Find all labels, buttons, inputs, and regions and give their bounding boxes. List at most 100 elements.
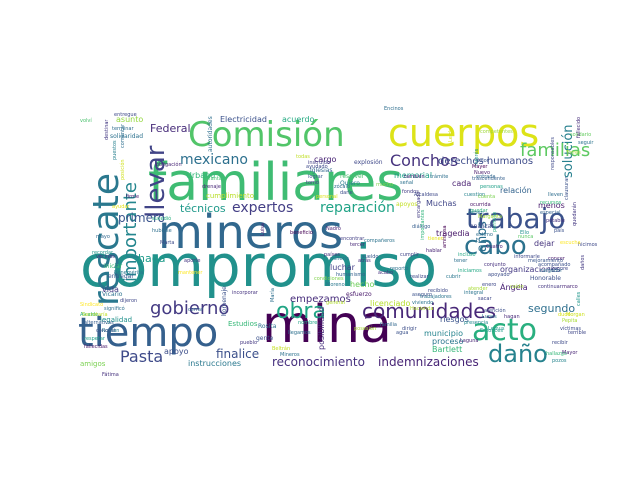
word-aporte: aporte <box>184 258 200 264</box>
word-atras: atrás <box>358 257 371 264</box>
word-reparacion: reparación <box>320 200 395 216</box>
word-electricidad: Electricidad <box>220 115 267 124</box>
word-fallecidas: fallecidas <box>84 344 108 350</box>
word-cargador: cargador <box>540 268 563 274</box>
word-zocalo: zócalo <box>334 183 350 190</box>
word-hecho: hecho <box>350 280 374 289</box>
word-estudios: Estudios <box>228 320 258 328</box>
word-indemnizaciones: indemnizaciones <box>378 355 479 369</box>
word-licenciado: licenciado <box>370 299 410 308</box>
word-autoridades: autoridades <box>207 116 214 152</box>
word-dijeron: dijeron <box>120 298 137 304</box>
word-respetar: respetar <box>84 336 106 342</box>
word-acompanado: acompañado <box>538 262 570 268</box>
word-proceso: proceso <box>432 337 464 346</box>
word-companeros: compañeros <box>364 238 395 244</box>
word-senal: señal <box>400 180 413 186</box>
word-darle: darle <box>340 190 353 196</box>
word-recursos: recursos <box>540 200 562 206</box>
word-vida: vida <box>102 285 119 294</box>
word-posicion: posición <box>119 159 126 180</box>
word-encargado: encargado <box>416 192 422 219</box>
word-iglesias: Iglesias <box>310 167 333 174</box>
word-apoyo: apoyo <box>164 347 189 356</box>
word-ocurrida: ocurrida <box>470 202 491 208</box>
word-finalice: finalice <box>216 347 259 361</box>
word-explosion: explosión <box>354 159 383 166</box>
word-marta: Marta <box>160 240 174 246</box>
word-mucho: mucho <box>376 182 393 188</box>
word-tecnicos: técnicos <box>180 202 226 215</box>
word-municipio: municipio <box>424 329 463 338</box>
word-familias: familias <box>520 140 590 161</box>
word-atender: atender <box>468 286 489 292</box>
word-pozos: pozos <box>552 358 567 364</box>
word-caido: caído <box>510 283 523 290</box>
word-instruido: instruido <box>308 160 330 166</box>
word-reporto: reportó <box>390 265 408 272</box>
word-empezamos: empezamos <box>290 294 351 305</box>
word-entregue: entregue <box>114 112 137 118</box>
word-potable: potable <box>546 218 565 224</box>
word-sindicato: Sindicato <box>80 302 103 308</box>
word-estimo: estimo <box>476 232 493 238</box>
word-familia: familia <box>380 322 397 328</box>
word-deben: deben <box>468 210 484 216</box>
word-cerrar: cerrar <box>188 307 204 313</box>
word-pasta: Pasta <box>120 347 163 366</box>
word-familiares: familiares <box>148 153 403 213</box>
word-margarita: Margarita <box>478 214 502 220</box>
word-agua: agua <box>396 330 408 336</box>
word-interes: interés <box>473 148 480 166</box>
word-menos: menos <box>538 201 565 210</box>
word-mineros: mineros <box>158 205 343 259</box>
word-apoyado: apoyado <box>488 272 510 278</box>
word-hicimos: hicimos <box>578 242 598 248</box>
word-nombre: nombre <box>298 320 317 326</box>
word-dejar: dejar <box>534 239 555 248</box>
word-especial: especial <box>540 210 561 216</box>
word-hablar: hablar <box>426 248 443 254</box>
word-cuerpos: cuerpos <box>388 111 539 155</box>
word-posibilidad: posibilidad <box>317 307 326 350</box>
word-luchar: luchar <box>330 263 356 272</box>
word-amistosa: amistosa <box>442 225 448 248</box>
word-sueldo: sueldo <box>362 254 378 260</box>
word-expertos: expertos <box>232 200 293 216</box>
word-reconocimiento: reconocimiento <box>272 355 365 369</box>
word-iniciamos: iniciamos <box>458 268 482 274</box>
word-honorable: Honorable <box>530 275 561 282</box>
word-conocer: conocer <box>96 328 117 334</box>
word-roman: Román <box>102 327 119 334</box>
word-aseguro: aseguro <box>412 292 432 298</box>
word-llegamos: llegamos <box>288 330 311 336</box>
word-responsables: responsables <box>550 137 556 170</box>
word-asunto: asunto <box>116 115 143 124</box>
word-general: general <box>326 300 345 306</box>
word-legalidad: legalidad <box>100 316 132 324</box>
word-siempre: siempre <box>548 266 568 272</box>
word-posesion: posesión <box>354 325 376 332</box>
word-angela: Ángela <box>500 281 528 292</box>
word-haga: haga <box>138 252 165 265</box>
word-humanismo: humanismo <box>336 272 365 278</box>
word-mayor: Mayor <box>562 350 578 356</box>
word-resolver: resolver <box>340 173 365 180</box>
word-personas: personas <box>480 184 503 190</box>
word-cumplir: cumplir <box>400 252 420 258</box>
word-cuatro: Cuatro <box>486 244 503 250</box>
word-comunidades: comunidades <box>362 299 496 323</box>
word-lograr: lograr <box>308 174 324 180</box>
word-dano: daño <box>488 340 548 368</box>
word-lerdo: Lerdo <box>448 128 454 142</box>
word-importante: importante <box>120 182 141 282</box>
word-atencion: atención <box>484 307 506 314</box>
word-entonces: Entonces <box>480 328 503 334</box>
word-enero: enero <box>482 282 496 288</box>
word-incluso: incluso <box>458 252 476 258</box>
word-calles: calles <box>576 291 582 306</box>
word-primero: primero <box>118 211 165 225</box>
word-alcalde: Alcalde <box>80 312 98 318</box>
word-cargo: cargo <box>314 155 337 164</box>
